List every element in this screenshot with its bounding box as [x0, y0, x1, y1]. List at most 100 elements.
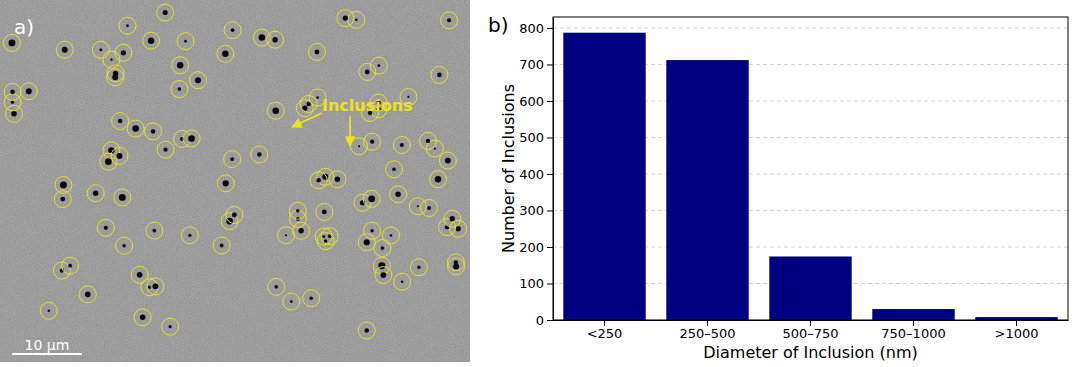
inclusion-dot	[322, 209, 327, 214]
inclusion-circle	[358, 322, 375, 339]
inclusion-circle	[221, 213, 238, 230]
inclusion-circle	[217, 45, 234, 62]
inclusion-circle	[441, 12, 458, 29]
inclusion-circle	[226, 207, 243, 224]
inclusion-dot	[445, 158, 451, 164]
x-tick-label: 750–1000	[881, 326, 945, 341]
inclusion-dot	[426, 139, 430, 143]
x-tick-label: 250–500	[679, 326, 735, 341]
inclusion-circle	[393, 137, 410, 154]
inclusion-dot	[116, 153, 122, 159]
inclusion-circle	[115, 44, 132, 61]
y-tick: 400	[519, 167, 553, 182]
inclusion-circle	[131, 266, 148, 283]
inclusion-dot	[137, 272, 143, 278]
plot-frame	[553, 17, 1068, 320]
inclusion-circle	[431, 66, 448, 83]
inclusion-dot	[272, 107, 279, 114]
inclusion-dot	[380, 272, 386, 278]
panel-label: a)	[14, 15, 34, 39]
inclusion-circle	[363, 190, 380, 207]
inclusion-dot	[121, 50, 126, 55]
inclusion-dot	[324, 239, 327, 242]
inclusion-dot	[222, 51, 228, 57]
inclusion-circle	[293, 222, 310, 239]
y-axis: 0100200300400500600700800	[519, 18, 553, 328]
inclusion-dot	[195, 77, 201, 83]
inclusion-circle	[146, 222, 163, 239]
inclusion-circle	[447, 254, 464, 271]
inclusion-circle	[54, 191, 71, 208]
inclusion-dot	[169, 325, 172, 328]
inclusion-circle	[370, 57, 387, 74]
grid-line	[553, 27, 1068, 28]
inclusion-dot	[26, 88, 32, 94]
inclusion-dot	[105, 158, 112, 165]
annotation-arrow	[349, 116, 351, 146]
inclusion-circle	[141, 279, 158, 296]
inclusion-dot	[148, 37, 154, 43]
x-tick: 250–500	[679, 320, 735, 341]
inclusion-dot	[85, 292, 91, 298]
inclusion-dot	[316, 96, 319, 99]
inclusion-circle	[450, 220, 467, 237]
inclusion-circle	[181, 227, 198, 244]
inclusion-circle	[56, 41, 73, 58]
scale-bar	[12, 353, 82, 355]
inclusion-dot	[309, 297, 313, 301]
inclusion-circle	[329, 171, 346, 188]
y-tick: 200	[519, 240, 553, 255]
inclusion-dot	[184, 40, 187, 43]
inclusion-dot	[152, 229, 156, 233]
grid	[553, 28, 1068, 320]
inclusion-circle	[107, 69, 124, 86]
inclusion-circle	[162, 318, 179, 335]
inclusion-dot	[368, 195, 375, 202]
bar	[769, 256, 851, 320]
inclusion-circle	[20, 83, 37, 100]
x-tick-mark	[810, 320, 811, 326]
inclusion-circle	[6, 105, 23, 122]
inclusion-dot	[8, 39, 15, 46]
inclusion-dot	[48, 310, 50, 312]
x-tick-mark	[913, 320, 914, 326]
y-tick-mark	[547, 28, 553, 29]
inclusion-circle	[111, 147, 128, 164]
inclusion-dot	[177, 62, 183, 68]
inclusion-dot	[447, 18, 451, 22]
inclusion-dot	[437, 73, 442, 78]
inclusion-dot	[298, 228, 303, 233]
inclusion-dot	[370, 229, 373, 232]
inclusion-circle	[190, 72, 207, 89]
inclusion-dot	[274, 285, 278, 289]
inclusion-circle	[213, 237, 230, 254]
inclusion-dot	[378, 262, 385, 269]
inclusion-dot	[392, 167, 396, 171]
inclusion-dot	[401, 280, 404, 283]
inclusion-circle	[351, 138, 368, 155]
inclusion-dot	[285, 234, 287, 236]
bars	[563, 33, 1057, 320]
y-tick-mark	[547, 174, 553, 175]
inclusion-circle	[316, 203, 333, 220]
annotation-arrow	[292, 113, 322, 127]
inclusion-circle	[114, 189, 131, 206]
inclusion-circle	[157, 141, 174, 158]
figure-svg: a)Inclusions10 μmb)010020030040050060070…	[0, 0, 1080, 367]
inclusion-dot	[232, 213, 237, 218]
inclusion-circle	[375, 267, 392, 284]
inclusion-dot	[223, 180, 229, 186]
inclusion-dot	[427, 206, 431, 210]
x-tick-mark	[1016, 320, 1017, 326]
inclusion-circle	[394, 273, 411, 290]
y-tick: 800	[519, 21, 553, 36]
inclusion-circle	[217, 175, 234, 192]
y-axis-title: Number of Inclusions	[499, 84, 518, 253]
inclusion-dot	[417, 205, 419, 207]
inclusion-circle	[177, 33, 194, 50]
x-tick-label: <250	[587, 326, 623, 341]
inclusion-circle	[289, 202, 306, 219]
x-tick-mark	[604, 320, 605, 326]
inclusion-circle	[277, 227, 294, 244]
inclusion-dot	[122, 244, 126, 248]
